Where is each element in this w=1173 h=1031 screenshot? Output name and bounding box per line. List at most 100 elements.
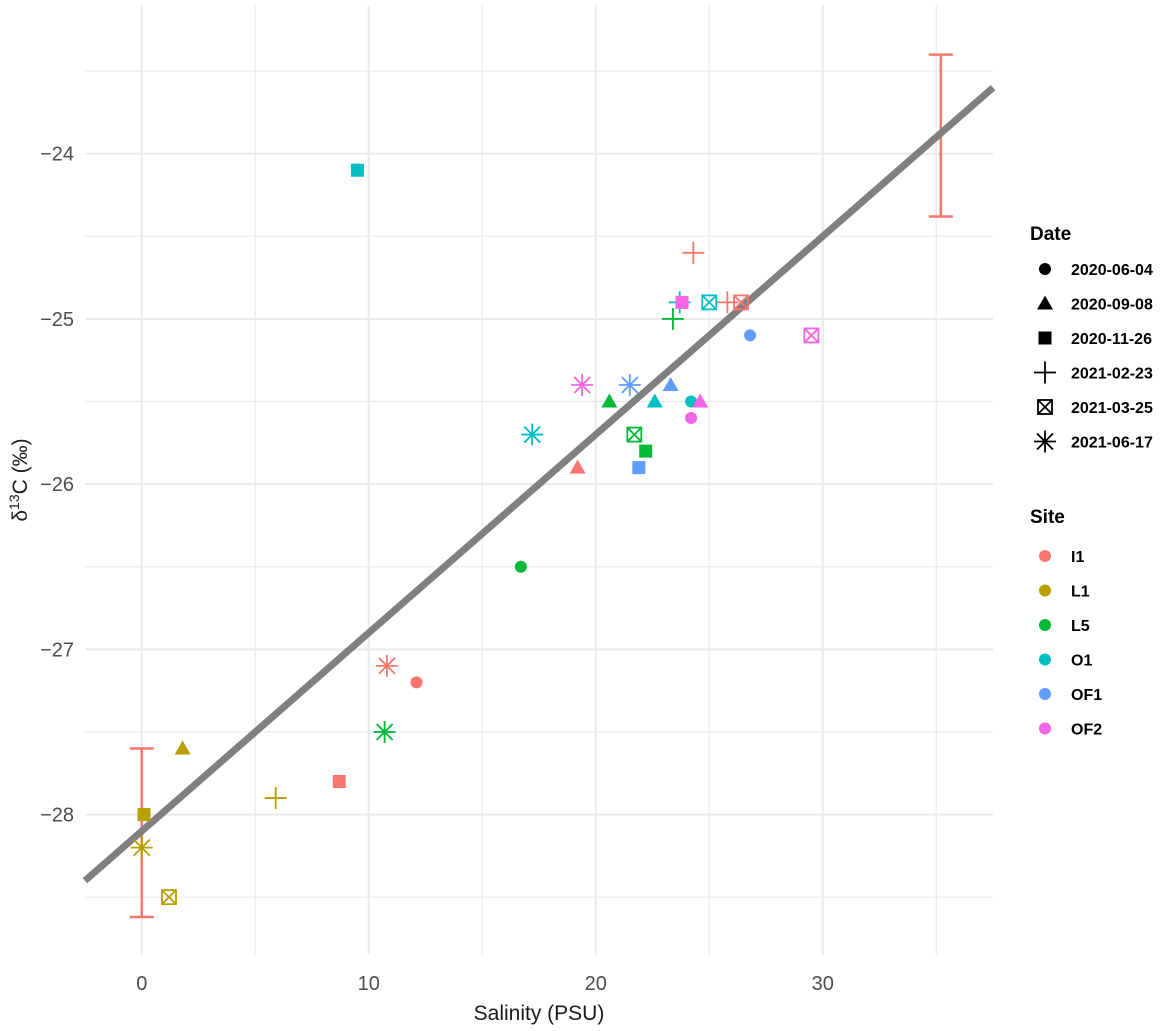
marker-circle [514, 560, 527, 573]
legend-site-items: I1 L1 L5 O1 OF1 OF2 [1039, 549, 1102, 739]
legend-date-item: 2020-11-26 [1038, 331, 1152, 348]
marker-triangle [692, 393, 709, 408]
data-point [744, 329, 757, 342]
legend-date-key [1037, 399, 1053, 415]
marker-star-d2 [621, 376, 639, 394]
legend-date-label: 2020-09-08 [1071, 297, 1153, 314]
marker-circle [744, 329, 757, 342]
marker-triangle [646, 393, 663, 408]
legend-site-key [1039, 619, 1051, 631]
legend-site-key [1039, 584, 1051, 597]
marker-star-d2 [523, 425, 541, 444]
legend-site-item: OF1 [1039, 687, 1102, 704]
marker-square [639, 444, 653, 458]
data-point [410, 676, 423, 689]
legend-date: Date 2020-06-04 2020-09-08 2020-11-26 2021-… [1030, 224, 1153, 453]
marker-box [701, 294, 718, 311]
data-point [803, 327, 820, 344]
data-point [675, 295, 689, 309]
marker-square [137, 808, 151, 822]
legend-date-key [1037, 295, 1053, 310]
data-point [692, 393, 709, 408]
marker-triangle [662, 377, 679, 391]
y-axis-title: δ13C (‰) [6, 438, 32, 521]
y-axis-title-delta: δ [9, 510, 32, 522]
x-axis-title: Salinity (PSU) [474, 1002, 605, 1025]
data-point [569, 459, 586, 474]
legend-site-label: O1 [1071, 653, 1092, 670]
y-tick-label: −27 [40, 639, 74, 661]
legend-date-label: 2021-06-17 [1071, 435, 1153, 452]
marker-star-d2 [378, 657, 396, 675]
legend-site-key [1039, 688, 1051, 700]
marker-box [733, 294, 749, 311]
data-point [375, 654, 398, 677]
x-tick-label: 0 [136, 973, 147, 995]
marker-box [1037, 399, 1053, 415]
data-point [685, 412, 698, 425]
legend-site-label: OF1 [1071, 687, 1102, 704]
legend-date-key [1038, 331, 1052, 345]
legend-date-title: Date [1030, 224, 1071, 245]
legend-date-item: 2021-02-23 [1034, 361, 1153, 384]
marker-box [803, 327, 820, 344]
legend-date-item: 2020-09-08 [1037, 295, 1153, 314]
y-tick-label: −25 [40, 309, 74, 331]
marker-star-d2 [133, 838, 151, 857]
y-axis-title-rest: C (‰) [9, 438, 32, 494]
legend-date-key [1039, 263, 1051, 275]
data-point [632, 461, 646, 475]
legend-site-label: L1 [1071, 584, 1090, 601]
marker-box [161, 889, 177, 906]
legend-date-key [1034, 430, 1056, 453]
data-point [161, 889, 177, 906]
legend-site-label: L5 [1071, 618, 1090, 635]
data-point [571, 374, 594, 396]
data-point [137, 808, 151, 822]
data-point [646, 393, 663, 408]
x-tick-label: 10 [358, 973, 380, 995]
marker-square [1038, 331, 1052, 345]
legend-date-item: 2020-06-04 [1039, 262, 1153, 279]
marker-star-d2 [573, 376, 591, 394]
data-point [618, 374, 641, 396]
marker-box-diag2 [701, 294, 717, 311]
legend-date-label: 2021-02-23 [1071, 366, 1153, 383]
marker-box-diag2 [803, 327, 820, 344]
legend-site-item: O1 [1039, 653, 1092, 670]
marker-triangle [1037, 295, 1053, 310]
legend-site-label: OF2 [1071, 722, 1102, 739]
legend-site-item: OF2 [1039, 722, 1102, 739]
data-point [332, 775, 346, 789]
legend-site-key [1039, 550, 1051, 562]
y-tick-label: −26 [40, 474, 74, 496]
legend-date-items: 2020-06-04 2020-09-08 2020-11-26 2021-02-23… [1034, 262, 1153, 453]
marker-triangle [569, 459, 586, 474]
legend-site-key [1039, 722, 1051, 735]
legend-date-label: 2020-06-04 [1071, 262, 1153, 279]
legend-date-label: 2020-11-26 [1071, 331, 1152, 348]
marker-square [675, 295, 689, 309]
marker-square [632, 461, 646, 475]
data-point [373, 720, 396, 743]
legend-site-label: I1 [1071, 549, 1084, 566]
data-point [661, 307, 684, 330]
marker-circle [410, 676, 423, 689]
legend-date-item: 2021-03-25 [1037, 399, 1153, 417]
regression-line [82, 84, 996, 884]
data-point [701, 294, 718, 311]
marker-box-diag2 [1037, 399, 1053, 415]
legend-site: Site I1 L1 L5 O1 OF1 OF2 [1030, 507, 1102, 739]
marker-star-d2 [376, 723, 394, 741]
marker-star-d2 [1036, 432, 1054, 451]
marker-circle [1039, 263, 1051, 275]
data-point [350, 163, 364, 177]
y-tick-label: −24 [40, 144, 74, 166]
legend-date-item: 2021-06-17 [1034, 430, 1153, 453]
legend-date-key [1034, 361, 1056, 384]
marker-triangle [601, 393, 618, 408]
x-tick-label: 20 [585, 973, 607, 995]
data-point [639, 444, 653, 458]
